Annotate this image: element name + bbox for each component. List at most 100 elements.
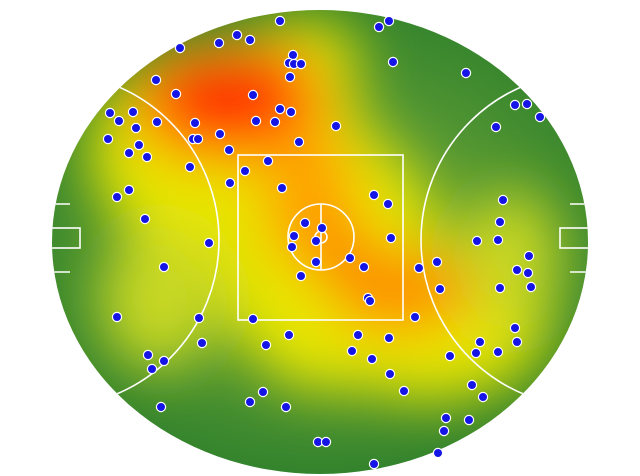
point (262, 155, 274, 167)
point (387, 56, 399, 68)
point (247, 313, 259, 325)
point (444, 350, 456, 362)
point (288, 230, 300, 242)
point (141, 151, 153, 163)
point (509, 99, 521, 111)
point (158, 261, 170, 273)
point (130, 122, 142, 134)
point (413, 262, 425, 274)
point (223, 144, 235, 156)
point (368, 189, 380, 201)
point (111, 191, 123, 203)
point (511, 264, 523, 276)
point (158, 355, 170, 367)
point (250, 115, 262, 127)
point (133, 139, 145, 151)
point (127, 106, 139, 118)
point (466, 379, 478, 391)
point (295, 270, 307, 282)
point (383, 332, 395, 344)
point (521, 98, 533, 110)
point (398, 385, 410, 397)
point (525, 281, 537, 293)
point (244, 396, 256, 408)
point (293, 136, 305, 148)
point (274, 103, 286, 115)
point (123, 147, 135, 159)
point (494, 216, 506, 228)
point (247, 89, 259, 101)
point (231, 29, 243, 41)
point (189, 117, 201, 129)
point (382, 198, 394, 210)
point (260, 339, 272, 351)
point (310, 235, 322, 247)
point (142, 349, 154, 361)
point (522, 267, 534, 279)
point (283, 329, 295, 341)
point (511, 336, 523, 348)
point (368, 458, 380, 470)
point (244, 34, 256, 46)
point (460, 67, 472, 79)
point (102, 133, 114, 145)
point (170, 88, 182, 100)
point (534, 111, 546, 123)
point (284, 71, 296, 83)
point (196, 337, 208, 349)
point (257, 386, 269, 398)
point (274, 15, 286, 27)
point (224, 177, 236, 189)
point (276, 182, 288, 194)
point (193, 312, 205, 324)
point (320, 436, 332, 448)
point (286, 241, 298, 253)
point (155, 401, 167, 413)
point (470, 347, 482, 359)
point (490, 121, 502, 133)
point (239, 165, 251, 177)
point (139, 213, 151, 225)
point (440, 412, 452, 424)
point (203, 237, 215, 249)
point (373, 21, 385, 33)
point (310, 256, 322, 268)
point (352, 329, 364, 341)
point (316, 222, 328, 234)
point (146, 363, 158, 375)
point (432, 447, 444, 459)
point (477, 391, 489, 403)
point (364, 295, 376, 307)
point (344, 252, 356, 264)
point (471, 235, 483, 247)
point (150, 74, 162, 86)
point (384, 368, 396, 380)
point (192, 133, 204, 145)
point (346, 345, 358, 357)
point (358, 261, 370, 273)
point (184, 161, 196, 173)
point (434, 283, 446, 295)
point (409, 311, 421, 323)
point (269, 116, 281, 128)
point (151, 116, 163, 128)
point (214, 128, 226, 140)
point (111, 311, 123, 323)
point (385, 232, 397, 244)
point (174, 42, 186, 54)
point (474, 336, 486, 348)
point (285, 106, 297, 118)
point (383, 15, 395, 27)
point (492, 234, 504, 246)
point (497, 194, 509, 206)
point (330, 120, 342, 132)
point (523, 250, 535, 262)
field-markings (52, 72, 588, 408)
point (213, 37, 225, 49)
point (280, 401, 292, 413)
point (509, 322, 521, 334)
points (102, 15, 546, 470)
point (123, 184, 135, 196)
